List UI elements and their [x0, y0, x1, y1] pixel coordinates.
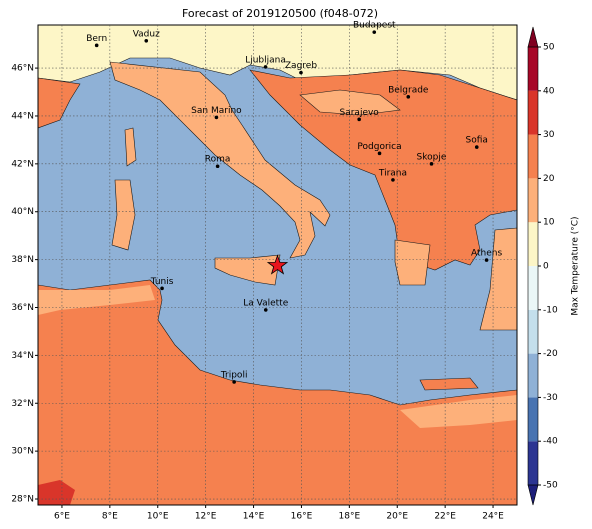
france-coast — [38, 77, 81, 129]
x-tick-label: 16°E — [291, 512, 313, 522]
colorbar-tick-label: 50 — [543, 43, 555, 53]
city-dot — [215, 164, 220, 169]
sardinia — [111, 179, 136, 251]
event-marker — [266, 254, 289, 275]
corsica — [124, 127, 137, 167]
anatolia — [479, 227, 517, 331]
city-dot — [160, 286, 164, 291]
x-tick-label: 12°E — [195, 512, 217, 522]
city-dot — [299, 70, 303, 75]
y-tick-label: 38°N — [11, 255, 34, 265]
libya-coast-patch — [400, 395, 517, 428]
x-tick-label: 14°E — [243, 512, 265, 522]
peloponnese — [394, 239, 431, 286]
city-label: Budapest — [353, 21, 396, 31]
city-label: Belgrade — [388, 85, 429, 95]
colorbar-tick-label: 10 — [543, 218, 555, 228]
colorbar-tick-label: 40 — [543, 86, 555, 96]
map-frame — [37, 24, 518, 506]
y-tick-label: 42°N — [11, 159, 34, 169]
sicily — [214, 254, 281, 286]
y-tick-label: 46°N — [11, 64, 34, 74]
colorbar-tick-label: 20 — [543, 174, 555, 184]
balkans — [249, 69, 517, 271]
y-tick-label: 30°N — [11, 447, 34, 457]
city-dot — [94, 43, 99, 48]
colorbar-extend-under — [527, 484, 539, 506]
city-dot — [263, 308, 268, 312]
x-tick-label: 8°E — [102, 512, 118, 522]
hot-patch — [38, 480, 75, 505]
map-title: Forecast of 2019120500 (f048-072) — [182, 7, 378, 20]
colorbar-tick-label: -50 — [543, 481, 558, 491]
colorbar-bin — [528, 178, 538, 223]
city-dot — [429, 162, 434, 166]
city-dot — [406, 95, 411, 99]
city-label: La Valette — [243, 298, 288, 308]
balkans-patch — [299, 89, 401, 116]
city-dot — [484, 258, 489, 262]
city-label: Podgorica — [357, 142, 401, 152]
colorbar-tick-label: -20 — [543, 349, 558, 359]
x-tick-label: 18°E — [339, 512, 361, 522]
colorbar-label: Max Temperature (°C) — [571, 216, 581, 315]
colorbar-bin — [528, 47, 538, 91]
x-tick-label: 24°E — [482, 512, 504, 522]
city-label: Ljubljana — [245, 55, 286, 65]
city-dot — [263, 65, 268, 69]
city-dot — [144, 39, 149, 43]
y-tick-label: 40°N — [11, 207, 34, 217]
colorbar-bin — [528, 90, 538, 135]
colorbar-tick-label: 0 — [543, 262, 549, 272]
colorbar-bin — [528, 309, 538, 354]
colorbar-tick-label: -40 — [543, 437, 558, 447]
city-label: Roma — [205, 155, 231, 165]
x-tick-label: 10°E — [147, 512, 169, 522]
crete — [419, 377, 479, 391]
city-label: Sarajevo — [340, 108, 380, 118]
city-label: Vaduz — [133, 29, 160, 39]
city-label: San Marino — [191, 106, 242, 116]
city-label: Sofia — [466, 136, 488, 146]
city-dot — [474, 145, 479, 149]
y-tick-label: 36°N — [11, 303, 34, 313]
colorbar-tick-label: -10 — [543, 305, 558, 315]
colorbar-bin — [528, 266, 538, 310]
colorbar-bin — [528, 134, 538, 179]
city-label: Zagreb — [285, 61, 317, 71]
x-tick-label: 22°E — [434, 512, 456, 522]
city-label: Tunis — [150, 277, 174, 287]
city-label: Skopje — [417, 152, 447, 162]
city-label: Tirana — [378, 168, 407, 178]
city-label: Bern — [86, 34, 107, 44]
city-dot — [372, 30, 377, 34]
colorbar-bin — [528, 222, 538, 266]
city-dot — [377, 151, 382, 156]
y-tick-label: 32°N — [11, 399, 34, 409]
city-label: Tripoli — [220, 370, 248, 380]
colorbar-extend-over — [527, 26, 539, 48]
colorbar-tick-label: -30 — [543, 393, 558, 403]
city-label: Athens — [471, 249, 502, 259]
colorbar-bin — [528, 397, 538, 442]
city-dot — [391, 178, 395, 182]
italy — [109, 61, 331, 259]
city-dot — [232, 380, 236, 384]
x-tick-label: 6°E — [54, 512, 70, 522]
x-tick-label: 20°E — [386, 512, 408, 522]
y-tick-label: 34°N — [11, 351, 34, 361]
y-tick-label: 28°N — [11, 495, 34, 505]
colorbar-bin — [528, 441, 538, 485]
colorbar-tick-label: 30 — [543, 130, 555, 140]
city-dot — [214, 115, 219, 120]
city-dot — [357, 117, 361, 122]
colorbar-bin — [528, 353, 538, 398]
y-tick-label: 44°N — [11, 111, 34, 121]
